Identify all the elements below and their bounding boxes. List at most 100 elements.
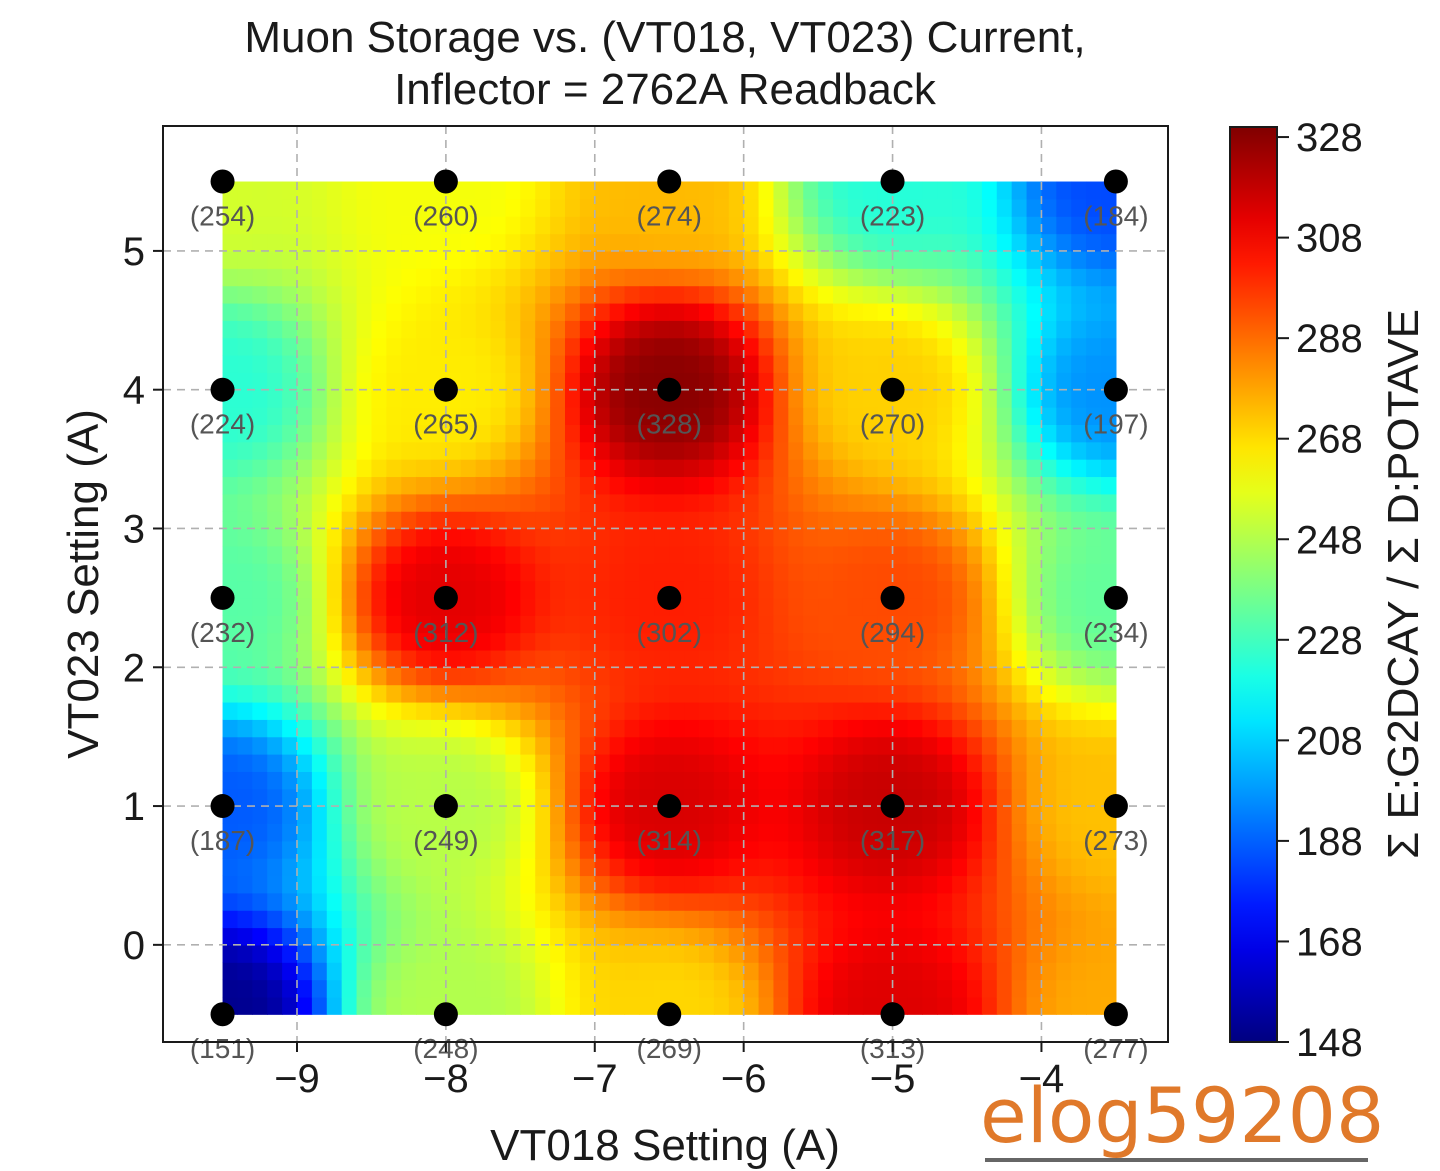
heatmap-cell — [460, 424, 477, 443]
heatmap-cell — [222, 684, 239, 703]
heatmap-cell — [1011, 615, 1028, 634]
heatmap-cell — [565, 389, 581, 408]
heatmap-cell — [728, 875, 745, 894]
heatmap-cell — [773, 719, 789, 738]
data-point-label: (294) — [860, 617, 925, 648]
heatmap-cell — [579, 389, 596, 408]
heatmap-cell — [1101, 892, 1117, 911]
heatmap-cell — [416, 285, 432, 304]
heatmap-cell — [490, 198, 507, 217]
heatmap-cell — [535, 198, 551, 217]
heatmap-cell — [311, 996, 328, 1015]
heatmap-cell — [862, 649, 879, 668]
heatmap-cell — [922, 493, 938, 512]
heatmap-cell — [922, 892, 938, 911]
heatmap-cell — [1101, 233, 1117, 252]
heatmap-cell — [639, 736, 655, 755]
heatmap-cell — [967, 719, 983, 738]
data-point-label: (223) — [860, 201, 925, 232]
heatmap-cell — [222, 216, 239, 235]
heatmap-cell — [669, 337, 685, 356]
heatmap-cell — [818, 701, 834, 720]
heatmap-cell — [981, 840, 998, 859]
heatmap-cell — [922, 216, 938, 235]
heatmap-cell — [594, 441, 611, 460]
heatmap-cell — [862, 684, 879, 703]
heatmap-cell — [475, 632, 492, 651]
heatmap-cell — [967, 233, 983, 252]
heatmap-cell — [237, 944, 253, 963]
heatmap-cell — [758, 320, 775, 339]
heatmap-cell — [222, 979, 239, 998]
heatmap-cell — [833, 979, 849, 998]
heatmap-cell — [579, 701, 596, 720]
heatmap-cell — [624, 545, 641, 564]
heatmap-cell — [624, 910, 641, 929]
heatmap-cell — [1056, 649, 1072, 668]
heatmap-cell — [505, 320, 521, 339]
heatmap-cell — [669, 771, 685, 790]
heatmap-cell — [937, 424, 953, 443]
heatmap-cell — [907, 424, 923, 443]
heatmap-cell — [773, 198, 789, 217]
heatmap-cell — [1101, 754, 1117, 772]
heatmap-cell — [728, 389, 745, 408]
heatmap-cell — [1101, 441, 1117, 460]
heatmap-cell — [490, 580, 507, 599]
heatmap-cell — [222, 545, 239, 564]
heatmap-cell — [803, 719, 819, 738]
heatmap-cell — [535, 372, 551, 391]
heatmap-cell — [699, 597, 715, 616]
heatmap-cell — [639, 840, 655, 859]
heatmap-cell — [520, 771, 536, 790]
heatmap-cell — [326, 806, 343, 825]
heatmap-cell — [565, 736, 581, 755]
heatmap-cell — [550, 979, 566, 998]
heatmap-cell — [431, 875, 447, 894]
heatmap-cell — [758, 944, 775, 963]
heatmap-cell — [579, 944, 596, 963]
heatmap-cell — [996, 597, 1013, 616]
heatmap-cell — [386, 632, 402, 651]
heatmap-cell — [1011, 597, 1028, 616]
heatmap-cell — [326, 198, 343, 217]
heatmap-cell — [475, 910, 492, 929]
heatmap-cell — [728, 441, 745, 460]
heatmap-cell — [371, 545, 387, 564]
heatmap-cell — [684, 441, 700, 460]
heatmap-cell — [892, 407, 909, 425]
heatmap-cell — [833, 892, 849, 911]
heatmap-cell — [907, 216, 923, 235]
heatmap-cell — [550, 476, 566, 495]
heatmap-cell — [490, 528, 507, 547]
heatmap-cell — [505, 927, 521, 946]
heatmap-cell — [535, 875, 551, 894]
heatmap-cell — [758, 459, 775, 478]
heatmap-cell — [1041, 615, 1057, 634]
heatmap-cell — [758, 892, 775, 911]
heatmap-cell — [297, 545, 313, 564]
heatmap-cell — [967, 302, 983, 321]
heatmap-cell — [996, 424, 1013, 443]
heatmap-cell — [252, 476, 268, 495]
heatmap-cell — [713, 927, 730, 946]
heatmap-cell — [311, 545, 328, 564]
heatmap-cell — [341, 580, 358, 599]
heatmap-cell — [981, 198, 998, 217]
heatmap-cell — [1056, 233, 1072, 252]
heatmap-cell — [252, 407, 268, 425]
heatmap-cell — [639, 823, 655, 842]
heatmap-cell — [654, 754, 670, 772]
heatmap-cell — [877, 823, 894, 842]
heatmap-cell — [699, 545, 715, 564]
heatmap-cell — [401, 233, 417, 252]
heatmap-cell — [922, 806, 938, 825]
heatmap-cell — [818, 979, 834, 998]
heatmap-cell — [297, 736, 313, 755]
data-point-marker — [210, 1002, 235, 1027]
heatmap-cell — [862, 632, 879, 651]
heatmap-cell — [505, 736, 521, 755]
heatmap-cell — [535, 233, 551, 252]
heatmap-cell — [535, 285, 551, 304]
heatmap-cell — [460, 476, 477, 495]
